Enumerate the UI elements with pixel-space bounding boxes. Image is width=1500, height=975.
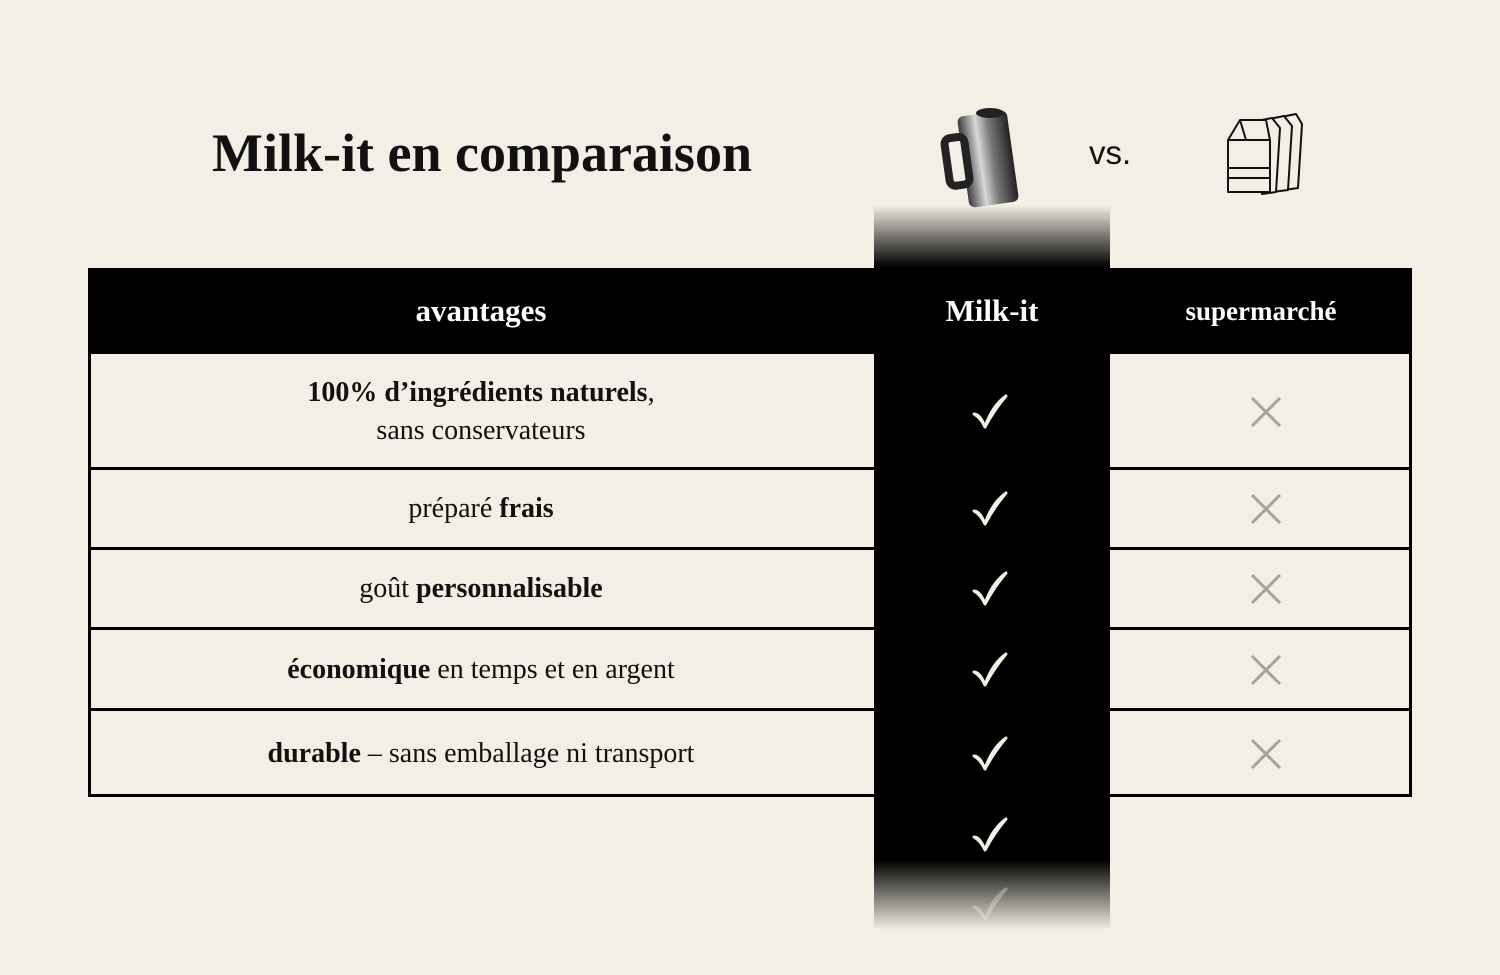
cross-icon [1250, 396, 1282, 427]
vs-label: vs. [1089, 134, 1132, 171]
check [972, 652, 1008, 686]
check [972, 394, 1008, 428]
check [972, 817, 1008, 852]
check [972, 571, 1008, 606]
check-icon [972, 491, 1008, 526]
cell-line: durable – sans emballage ni transport [268, 735, 695, 773]
cross-icon [1250, 738, 1282, 769]
kettle-icon [940, 108, 1019, 208]
row-cell: préparé frais [88, 469, 874, 549]
cross-icon [1250, 493, 1282, 525]
row-separator [88, 467, 1412, 470]
milk-cartons-icon [1227, 113, 1303, 195]
text-segment: – sans emballage ni transport [360, 737, 695, 769]
row-cell: économique en temps et en argent [88, 629, 874, 710]
text-segment: préparé [408, 493, 500, 524]
row-separator [88, 627, 1412, 630]
cell-line: économique en temps et en argent [287, 651, 675, 689]
check [972, 736, 1008, 770]
cross-icon [1250, 654, 1282, 685]
cell-line: goût personnalisable [359, 570, 602, 608]
text-segment: 100% d’ingrédients naturels [307, 376, 648, 408]
cross [1250, 738, 1282, 769]
cross [1250, 573, 1282, 605]
cell-line: 100% d’ingrédients naturels, [307, 374, 654, 412]
check-icon [972, 887, 1008, 922]
check [972, 887, 1008, 922]
highlight-column [874, 205, 1110, 930]
text-segment: frais [499, 493, 554, 524]
text-segment: goût [359, 573, 417, 604]
text-segment: , [647, 376, 655, 408]
text-segment: en temps et en argent [430, 653, 675, 685]
row-separator [88, 547, 1412, 550]
check-icon [972, 736, 1008, 770]
header-cell: supermarché [1185, 295, 1337, 326]
title: Milk-it en comparaison [212, 123, 752, 183]
row-separator [88, 708, 1412, 711]
cross [1250, 654, 1282, 685]
text-segment: durable [267, 737, 361, 769]
row-cell: 100% d’ingrédients naturels, sans conserv… [88, 354, 874, 469]
check-icon [972, 817, 1008, 852]
cross [1250, 396, 1282, 427]
text-segment: sans conservateurs [376, 414, 586, 446]
check-icon [972, 394, 1008, 428]
cell-line: sans conservateurs [376, 412, 585, 450]
table-header [88, 268, 1412, 354]
header-cell: avantages [415, 293, 547, 328]
header-cell: Milk-it [945, 293, 1039, 328]
row-cell: goût personnalisable [88, 549, 874, 629]
check [972, 491, 1008, 526]
cell-line: préparé frais [408, 490, 553, 528]
check-icon [972, 571, 1008, 606]
cross-icon [1250, 573, 1282, 605]
cross [1250, 493, 1282, 525]
text-segment: personnalisable [416, 573, 603, 604]
check-icon [972, 652, 1008, 686]
row-cell: durable – sans emballage ni transport [88, 710, 874, 797]
text-segment: économique [287, 653, 431, 685]
